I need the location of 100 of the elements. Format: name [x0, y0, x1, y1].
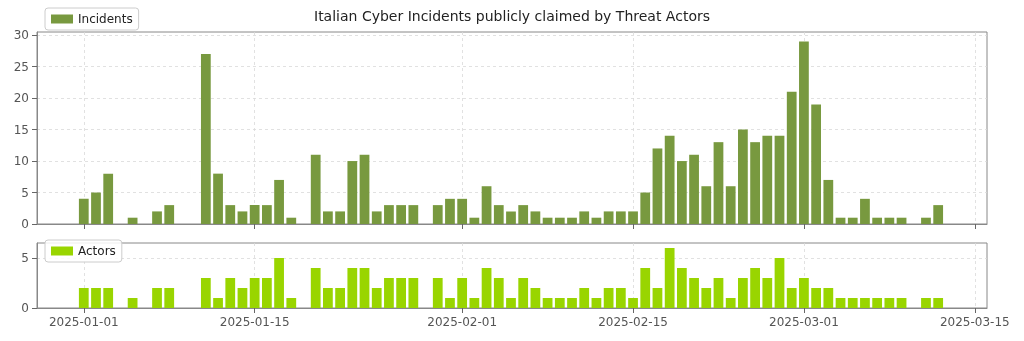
bar	[310, 268, 321, 308]
bar	[164, 288, 175, 308]
bar	[200, 54, 211, 224]
bar	[750, 142, 760, 224]
bar	[152, 211, 162, 224]
bar	[335, 288, 345, 308]
bar	[371, 288, 382, 308]
bar	[164, 205, 175, 224]
bar	[225, 205, 236, 224]
bar	[676, 268, 687, 308]
bar	[506, 211, 516, 224]
bar	[921, 298, 931, 308]
bar	[152, 288, 162, 308]
bar	[713, 142, 724, 224]
y-tick-label: 5	[21, 251, 29, 265]
bar	[615, 288, 626, 308]
x-tick-label: 2025-01-01	[48, 315, 119, 329]
y-tick-label: 30	[13, 28, 29, 43]
y-tick-label: 10	[13, 154, 29, 169]
bar	[640, 268, 651, 308]
bar	[847, 217, 858, 224]
bar	[237, 211, 248, 224]
bar	[249, 205, 260, 224]
bar	[933, 205, 944, 224]
bar	[359, 268, 370, 308]
bar	[664, 248, 675, 308]
y-tick-label: 15	[13, 122, 29, 137]
bar	[701, 288, 712, 308]
bar	[200, 278, 211, 308]
bar	[359, 154, 370, 224]
bar	[347, 161, 358, 224]
y-tick-label: 25	[13, 59, 29, 74]
bar	[933, 298, 944, 308]
x-tick-label: 2025-03-15	[939, 315, 1010, 329]
bar	[689, 154, 699, 224]
bar	[396, 205, 407, 224]
bar	[518, 205, 529, 224]
bar	[445, 298, 455, 308]
bar	[750, 268, 760, 308]
bar	[872, 217, 883, 224]
bar	[103, 288, 114, 308]
bar	[432, 278, 443, 308]
bar	[286, 298, 297, 308]
bar	[689, 278, 699, 308]
bar	[884, 217, 895, 224]
bar	[542, 298, 553, 308]
y-tick-label: 5	[21, 185, 29, 200]
bar	[823, 288, 834, 308]
bar	[249, 278, 260, 308]
bar	[481, 186, 492, 224]
y-tick-label: 20	[13, 91, 29, 106]
bar	[835, 298, 846, 308]
bar	[799, 41, 809, 224]
bar	[676, 161, 687, 224]
bar	[664, 135, 675, 224]
bar	[567, 217, 577, 224]
bar	[603, 211, 614, 224]
bar	[506, 298, 516, 308]
bar	[713, 278, 724, 308]
bar	[225, 278, 236, 308]
bar	[762, 135, 773, 224]
bar	[384, 278, 394, 308]
bar	[493, 278, 504, 308]
bar	[628, 211, 638, 224]
bar	[237, 288, 248, 308]
bar	[738, 129, 748, 224]
bar	[591, 298, 602, 308]
bar	[860, 198, 870, 224]
bar	[786, 91, 797, 224]
bar	[774, 258, 785, 308]
bar	[286, 217, 297, 224]
bar	[811, 104, 821, 224]
bar	[738, 278, 748, 308]
bar	[530, 288, 541, 308]
bar	[493, 205, 504, 224]
bar	[579, 211, 590, 224]
bar	[652, 288, 663, 308]
bar	[323, 288, 333, 308]
x-tick-label: 2025-02-15	[598, 315, 668, 329]
bar	[213, 173, 223, 224]
x-tick-label: 2025-02-01	[427, 315, 498, 329]
bar	[615, 211, 626, 224]
bar	[445, 198, 455, 224]
bar	[469, 217, 480, 224]
bar	[884, 298, 895, 308]
bar	[701, 186, 712, 224]
bar	[725, 298, 736, 308]
bar	[603, 288, 614, 308]
bar	[725, 186, 736, 224]
bar	[457, 278, 468, 308]
bar	[347, 268, 358, 308]
bar	[457, 198, 468, 224]
bar	[310, 154, 321, 224]
bar	[78, 198, 89, 224]
bar	[274, 179, 284, 224]
bar	[896, 298, 907, 308]
bar	[823, 179, 834, 224]
bar	[408, 205, 419, 224]
bar	[567, 298, 577, 308]
bar	[91, 192, 101, 224]
